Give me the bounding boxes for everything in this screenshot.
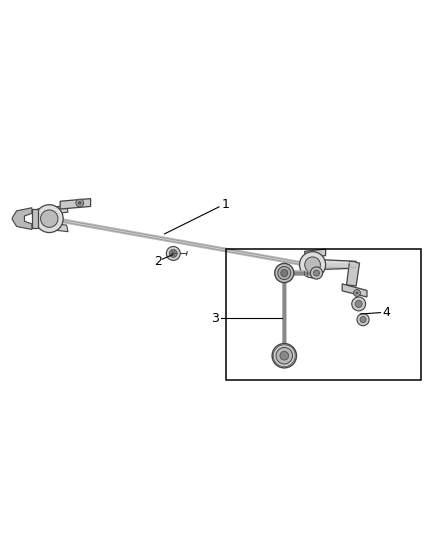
Circle shape [278,266,291,279]
Circle shape [356,292,358,294]
Circle shape [280,351,289,360]
Text: 1: 1 [222,198,230,211]
Text: 4: 4 [382,306,390,319]
Circle shape [360,317,366,322]
Circle shape [275,263,294,282]
Circle shape [166,246,180,261]
Polygon shape [346,261,360,286]
Polygon shape [306,254,319,276]
Circle shape [170,249,177,257]
Polygon shape [305,249,325,258]
Circle shape [272,344,297,368]
Circle shape [76,199,84,207]
Circle shape [305,257,321,272]
Circle shape [78,201,81,205]
Circle shape [35,205,63,232]
Polygon shape [319,260,356,270]
Polygon shape [38,206,68,216]
Circle shape [353,289,360,296]
Circle shape [355,301,362,308]
Circle shape [300,252,325,278]
Polygon shape [38,221,68,232]
Circle shape [281,270,288,277]
Polygon shape [32,209,39,228]
Circle shape [41,210,58,228]
Circle shape [311,267,322,279]
Text: 2: 2 [154,255,162,268]
Circle shape [276,348,293,364]
Circle shape [357,313,369,326]
Polygon shape [12,208,32,230]
Text: 3: 3 [211,312,219,325]
Circle shape [314,270,320,276]
Polygon shape [342,284,367,297]
Polygon shape [60,199,91,209]
Circle shape [352,297,366,311]
Bar [226,249,421,379]
